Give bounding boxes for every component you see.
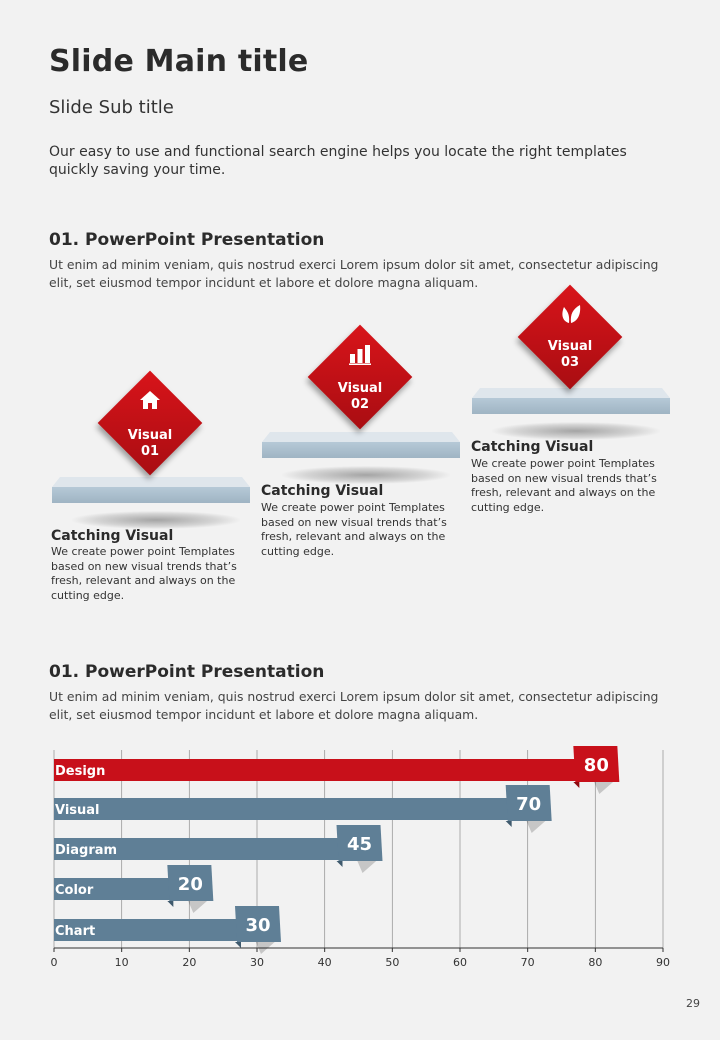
shelf-2 (262, 432, 460, 492)
bar-label-shadow (187, 899, 210, 913)
bar-label-fold (336, 861, 343, 867)
x-tick-label: 30 (250, 956, 264, 969)
diamond-label-line1: Visual (337, 381, 383, 396)
bar-chart-icon (349, 345, 371, 365)
visual-diamond-3: Visual 03 (517, 284, 623, 390)
x-tick-label: 70 (521, 956, 535, 969)
x-tick-label: 60 (453, 956, 467, 969)
card-3-text: We create power point Templates based on… (471, 457, 657, 514)
bar-label-fold (235, 942, 241, 948)
bar-category-label: Diagram (55, 843, 117, 858)
card-1-heading: Catching Visual (51, 528, 174, 544)
bar-label-box (167, 865, 214, 901)
x-tick-label: 20 (182, 956, 196, 969)
bar-label-shadow (525, 819, 548, 833)
intro-text: Our easy to use and functional search en… (49, 144, 627, 178)
diamond-label-line2: 02 (350, 397, 370, 412)
bar (54, 878, 190, 900)
x-tick-label: 80 (588, 956, 602, 969)
page-subtitle: Slide Sub title (49, 97, 174, 118)
bar-category-label: Visual (55, 803, 100, 818)
bar-label-box (573, 746, 620, 782)
section2-heading: 01. PowerPoint Presentation (49, 662, 325, 682)
card-2-text: We create power point Templates based on… (261, 501, 447, 558)
x-tick-label: 0 (51, 956, 58, 969)
x-tick-label: 10 (115, 956, 129, 969)
leaf-icon (562, 305, 581, 323)
bar-label-fold (505, 821, 512, 827)
visual-diamond-2: Visual 02 (307, 324, 413, 430)
visual-diamond-1: Visual 01 (97, 370, 203, 476)
card-1-text: We create power point Templates based on… (51, 545, 237, 602)
diamond-label-line2: 03 (560, 355, 580, 370)
section1-text: Ut enim ad minim veniam, quis nostrud ex… (49, 257, 659, 290)
bar-label-shadow (255, 940, 277, 954)
bar-label-shadow (593, 780, 616, 794)
bar-value-label: 70 (516, 794, 541, 815)
x-tick-label: 40 (318, 956, 332, 969)
diamond-label-line1: Visual (547, 339, 593, 354)
bar-value-label: 45 (347, 834, 372, 855)
bar-label-box (336, 825, 383, 861)
page-number: 29 (686, 997, 700, 1010)
bar-label-fold (167, 901, 174, 907)
bar (54, 798, 528, 820)
bar-label-fold (573, 782, 580, 788)
home-icon (140, 391, 160, 409)
bar (54, 838, 359, 860)
diamond-label-line2: 01 (140, 444, 160, 459)
page-title: Slide Main title (49, 44, 309, 79)
card-3-heading: Catching Visual (471, 439, 594, 455)
bar (54, 919, 257, 941)
diamond-label-line1: Visual (127, 428, 173, 443)
shelf-3 (472, 388, 670, 448)
bar (54, 759, 596, 781)
bar-category-label: Design (55, 764, 105, 779)
bar-category-label: Chart (55, 924, 95, 939)
section1-heading: 01. PowerPoint Presentation (49, 230, 325, 250)
bar-value-label: 20 (178, 874, 203, 895)
bar-label-box (505, 785, 552, 821)
bar-value-label: 80 (584, 755, 609, 776)
x-tick-label: 90 (656, 956, 670, 969)
card-2-heading: Catching Visual (261, 483, 384, 499)
bar-category-label: Color (55, 883, 94, 898)
section2-text: Ut enim ad minim veniam, quis nostrud ex… (49, 689, 659, 722)
bar-label-box (235, 906, 281, 942)
bar-label-shadow (356, 859, 379, 873)
bar-value-label: 30 (245, 915, 270, 936)
bar-chart: 0 10 20 30 40 50 60 70 80 90 80 Design 70 Visual 45 Dia… (51, 746, 670, 969)
shelf-1 (52, 477, 250, 537)
x-tick-label: 50 (385, 956, 399, 969)
